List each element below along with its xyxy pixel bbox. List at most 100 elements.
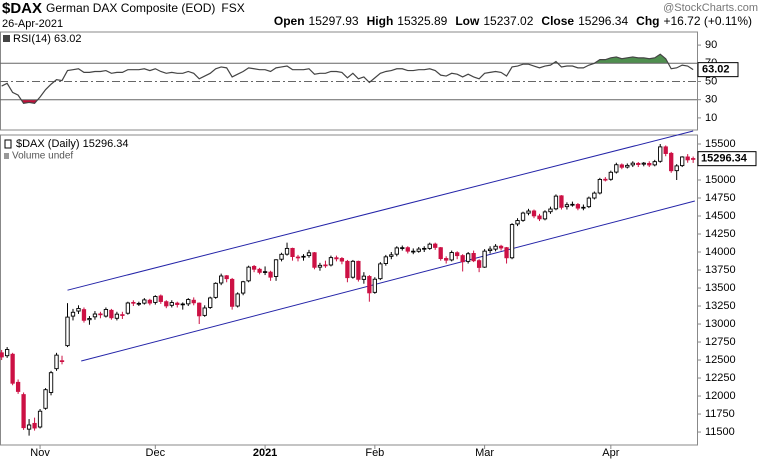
y-tick-label: 14250: [705, 228, 736, 240]
candle-body: [438, 247, 443, 260]
y-tick-label: 30: [705, 94, 717, 106]
candle-body: [175, 302, 180, 305]
last-value-label: 63.02: [702, 64, 730, 76]
candle-body: [21, 394, 26, 429]
y-tick-label: 14750: [705, 192, 736, 204]
candle-body: [378, 263, 383, 280]
last-value-label: 15296.34: [701, 153, 748, 165]
candle-body: [449, 252, 454, 261]
candle-body: [372, 278, 377, 293]
candle-body: [208, 297, 213, 308]
candle-body: [663, 146, 668, 154]
candle-body: [32, 422, 37, 429]
price-legend: $DAX (Daily) 15296.34: [16, 138, 129, 150]
candle-body: [411, 250, 416, 253]
candle-body: [636, 162, 641, 165]
candle-body: [389, 254, 394, 257]
candle-body: [26, 424, 32, 430]
candle-body: [186, 299, 191, 305]
candle-body: [251, 265, 257, 270]
quote-line: Open 15297.93 High 15325.89 Low 15237.02 Close…: [274, 14, 752, 28]
last-value-box: [697, 151, 757, 167]
candle-body: [158, 295, 163, 302]
security-name: German DAX Composite (EOD): [46, 1, 215, 15]
candle-body: [345, 260, 350, 279]
candle-body: [197, 302, 202, 317]
y-tick-label: 12500: [705, 354, 736, 366]
candle-body: [87, 318, 92, 321]
candle-body: [339, 258, 345, 262]
candle-body: [460, 255, 465, 263]
candle-body: [262, 271, 268, 273]
sublegend-icon: [4, 153, 9, 159]
quote-label: Chg: [636, 14, 659, 28]
candle-body: [669, 152, 674, 172]
y-tick-label: 13500: [705, 282, 736, 294]
y-tick-label: 15000: [705, 174, 736, 186]
candle-body: [131, 301, 136, 304]
candle-body: [279, 253, 284, 260]
candle-body: [548, 208, 553, 213]
watermark: @StockCharts.com: [663, 2, 758, 14]
candle-body: [614, 164, 619, 173]
candle-body: [559, 195, 564, 208]
candle-body: [92, 313, 98, 318]
candle-body: [284, 247, 290, 255]
quote-value: +16.72 (+0.11%): [663, 14, 752, 28]
candle-body: [235, 293, 240, 307]
candle-body: [334, 257, 339, 260]
candle-body: [37, 410, 43, 428]
y-tick-label: 13750: [705, 264, 736, 276]
trend-line: [81, 200, 695, 362]
candle-body: [592, 192, 597, 199]
candle-body: [301, 255, 306, 258]
candle-body: [487, 248, 493, 252]
candle-body: [597, 178, 603, 194]
candle-body: [164, 301, 169, 307]
candle-body: [630, 162, 635, 166]
candle-body: [586, 197, 592, 208]
candle-body: [416, 248, 421, 252]
candle-body: [498, 245, 504, 249]
candle-body: [328, 257, 334, 266]
candle-body: [575, 204, 581, 209]
quote-label: Open: [274, 14, 305, 28]
candle-body: [65, 316, 70, 347]
candle-body: [70, 311, 76, 317]
x-tick-label: Nov: [30, 447, 50, 459]
y-tick-label: 15500: [705, 138, 736, 150]
candle-body: [680, 156, 685, 167]
candle-body: [367, 276, 372, 294]
candle-body: [455, 252, 460, 257]
x-tick-label: Mar: [475, 447, 494, 459]
candle-body: [520, 212, 526, 221]
candle-body: [603, 178, 608, 181]
candle-body: [619, 164, 624, 168]
y-tick-label: 12750: [705, 336, 736, 348]
candle-body: [43, 389, 48, 409]
candle-body: [180, 303, 185, 306]
candle-body: [268, 271, 273, 278]
candle-body: [273, 259, 279, 277]
exchange: FSX: [221, 1, 244, 15]
candle-body: [400, 247, 405, 249]
candle-body: [394, 247, 399, 255]
x-tick-label: Feb: [365, 447, 384, 459]
candle-body: [191, 299, 196, 304]
candle-body: [625, 164, 630, 168]
y-tick-label: 13000: [705, 318, 736, 330]
y-tick-label: 11750: [705, 408, 735, 420]
candle-body: [59, 360, 65, 362]
candle-body: [531, 210, 537, 217]
candle-body: [383, 256, 388, 264]
quote-label: Low: [455, 14, 480, 28]
candle-body: [15, 381, 21, 392]
candle-body: [54, 354, 59, 370]
candle-body: [147, 299, 152, 304]
candle-body: [202, 307, 207, 316]
candle-body: [323, 264, 328, 267]
candle-body: [504, 247, 509, 259]
candle-body: [230, 278, 235, 307]
x-tick-label: Apr: [602, 447, 619, 459]
candle-body: [246, 266, 251, 282]
